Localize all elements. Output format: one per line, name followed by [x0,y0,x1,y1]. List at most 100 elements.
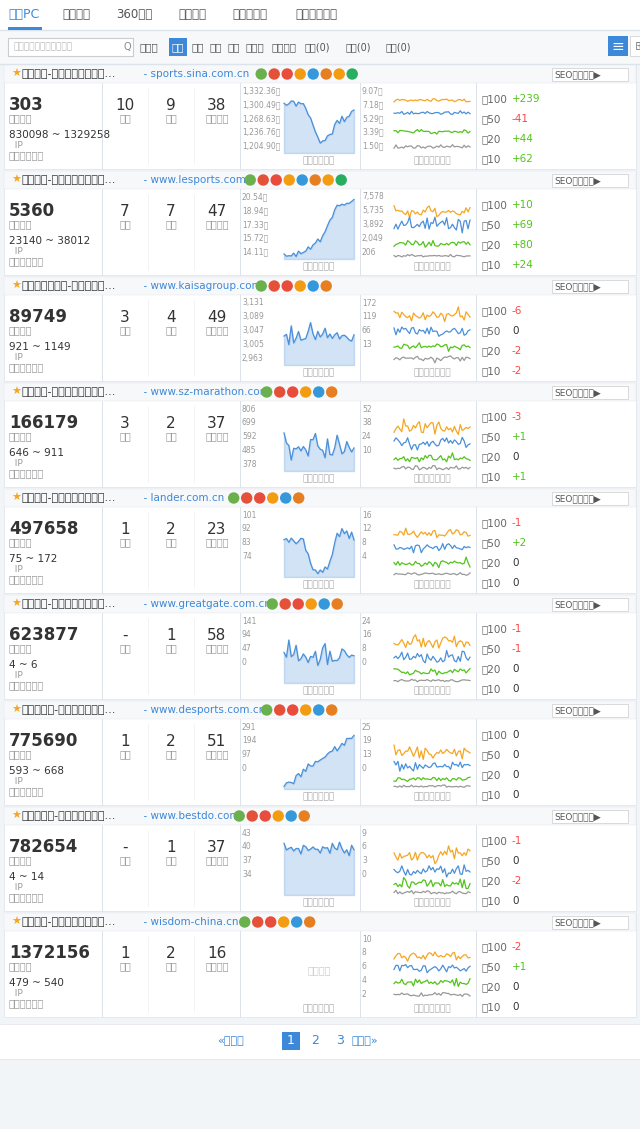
Text: - www.desports.com.cn: - www.desports.com.cn [137,704,266,715]
Text: SEO分析报告▶: SEO分析报告▶ [554,707,601,716]
Bar [4,807,636,825]
Bar [282,1032,300,1050]
Text: SEO分析报告▶: SEO分析报告▶ [554,282,601,291]
Text: 9.07万: 9.07万 [362,87,383,96]
Text: 平均排名: 平均排名 [205,855,228,865]
Text: 17.33万: 17.33万 [242,220,268,229]
Bar [552,386,628,399]
Text: 障碍(0): 障碍(0) [305,42,330,52]
Text: 14.11万: 14.11万 [242,247,268,256]
Text: 3,089: 3,089 [242,313,264,322]
Text: 13: 13 [362,750,372,759]
Text: SEO分析报告▶: SEO分析报告▶ [554,601,601,610]
Text: 16: 16 [207,945,227,961]
Text: 关键词排名趋势: 关键词排名趋势 [413,474,451,483]
Text: 收录量: 收录量 [246,42,265,52]
Text: +80: +80 [512,240,534,250]
Text: -: - [122,840,128,855]
Circle shape [295,281,305,291]
Text: 92: 92 [242,524,252,533]
Text: 关键词排名趋势: 关键词排名趋势 [413,1005,451,1014]
Text: 站长: 站长 [165,325,177,335]
Text: 预计百度来路: 预计百度来路 [9,256,44,266]
Text: 预计百度来路: 预计百度来路 [9,998,44,1008]
Text: 受宠排名: 受宠排名 [9,431,33,441]
Circle shape [271,175,281,185]
Text: 新赛点体育-北京新赛点体育...: 新赛点体育-北京新赛点体育... [22,811,116,821]
Circle shape [282,281,292,291]
Text: IP: IP [9,564,23,574]
Text: 前100: 前100 [482,730,508,739]
Circle shape [323,175,333,185]
Text: IP: IP [9,246,23,255]
Circle shape [253,917,262,927]
Text: IP: IP [9,777,23,786]
Text: 站长: 站长 [165,431,177,441]
Circle shape [282,69,292,79]
Text: ★: ★ [11,917,21,927]
Text: 0: 0 [512,856,518,866]
Bar [4,913,636,931]
Text: 66: 66 [362,326,372,335]
Text: 前20: 前20 [482,982,501,992]
Text: 前20: 前20 [482,240,501,250]
Text: -2: -2 [512,876,522,886]
Text: 3: 3 [336,1034,344,1048]
Text: 485: 485 [242,446,257,455]
Bar [552,492,628,505]
Text: SEO分析报告▶: SEO分析报告▶ [554,813,601,822]
Text: 爱站: 爱站 [119,961,131,971]
Text: 站长: 站长 [165,961,177,971]
Text: 497658: 497658 [9,520,78,539]
Text: 1: 1 [287,1034,295,1048]
Circle shape [260,811,270,821]
Text: 6: 6 [362,962,367,971]
Text: 站长: 站长 [165,219,177,229]
Text: 前20: 前20 [482,134,501,145]
Text: 1,332.36万: 1,332.36万 [242,87,280,96]
Text: -6: -6 [512,306,522,316]
Bar [4,383,636,401]
Text: 爱站: 爱站 [119,219,131,229]
Circle shape [288,704,298,715]
Text: 爱站: 爱站 [119,113,131,123]
Circle shape [258,175,268,185]
Text: 预计百度来路: 预计百度来路 [9,574,44,584]
Text: 预计百度来路: 预计百度来路 [9,680,44,690]
Text: 关键词排名趋势: 关键词排名趋势 [413,157,451,166]
Text: 前20: 前20 [482,452,501,462]
Bar [630,36,640,56]
Text: 47: 47 [207,203,227,219]
Bar [552,704,628,717]
Circle shape [280,599,290,609]
Text: 699: 699 [242,418,257,427]
Text: 0: 0 [512,326,518,336]
Text: - lander.com.cn: - lander.com.cn [137,493,225,504]
Text: 站长: 站长 [210,42,223,52]
Text: 360搜索: 360搜索 [116,9,152,21]
Circle shape [294,493,304,504]
Text: 7,578: 7,578 [362,193,384,201]
Text: 4 ~ 14: 4 ~ 14 [9,872,44,882]
Text: +2: +2 [512,539,527,548]
Text: +69: +69 [512,220,534,230]
Text: 2,963: 2,963 [242,353,264,362]
Text: ★: ★ [11,704,21,715]
Circle shape [288,387,298,397]
Circle shape [292,917,301,927]
Circle shape [255,493,265,504]
Text: IP: IP [9,352,23,361]
Text: ★: ★ [11,493,21,504]
Circle shape [256,69,266,79]
Text: 平均排名: 平均排名 [205,325,228,335]
Text: 0: 0 [242,658,247,667]
Text: 双刃剑体育-双刃剑上海体育...: 双刃剑体育-双刃剑上海体育... [22,704,116,715]
Circle shape [314,387,324,397]
Bar [552,174,628,187]
Text: 1: 1 [120,945,130,961]
Text: 前20: 前20 [482,664,501,674]
Text: 0: 0 [512,770,518,780]
Text: 8: 8 [362,539,367,548]
Text: 1372156: 1372156 [9,944,90,962]
Bar [8,27,42,30]
